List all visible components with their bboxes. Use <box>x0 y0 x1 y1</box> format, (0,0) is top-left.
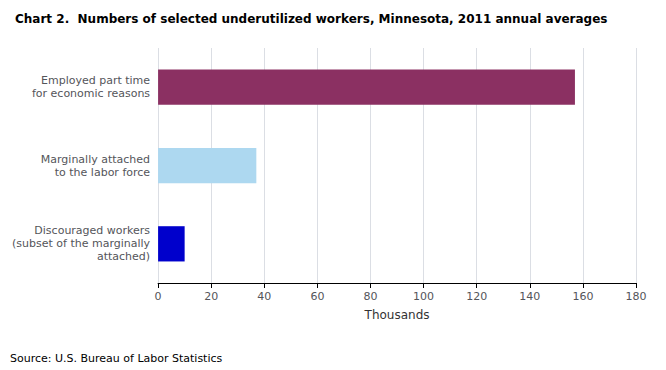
svg-text:0: 0 <box>155 290 162 303</box>
svg-text:for economic reasons: for economic reasons <box>32 87 150 100</box>
svg-text:160: 160 <box>572 290 593 303</box>
svg-text:40: 40 <box>257 290 271 303</box>
svg-text:20: 20 <box>204 290 218 303</box>
svg-text:60: 60 <box>310 290 324 303</box>
svg-text:to the labor force: to the labor force <box>55 166 151 179</box>
svg-text:140: 140 <box>519 290 540 303</box>
svg-text:Employed part time: Employed part time <box>41 74 150 87</box>
svg-text:Thousands: Thousands <box>364 308 430 322</box>
svg-text:Source: U.S. Bureau of Labor S: Source: U.S. Bureau of Labor Statistics <box>10 352 223 365</box>
svg-text:attached): attached) <box>97 250 150 263</box>
svg-text:80: 80 <box>363 290 377 303</box>
svg-text:Chart 2. Numbers of selected: Chart 2. Numbers of selected underutiliz… <box>15 12 608 26</box>
svg-text:Discouraged workers: Discouraged workers <box>34 224 150 237</box>
svg-text:180: 180 <box>626 290 647 303</box>
svg-text:(subset of the marginally: (subset of the marginally <box>12 237 151 250</box>
svg-text:120: 120 <box>466 290 487 303</box>
svg-text:100: 100 <box>413 290 434 303</box>
svg-text:Marginally attached: Marginally attached <box>41 153 150 166</box>
